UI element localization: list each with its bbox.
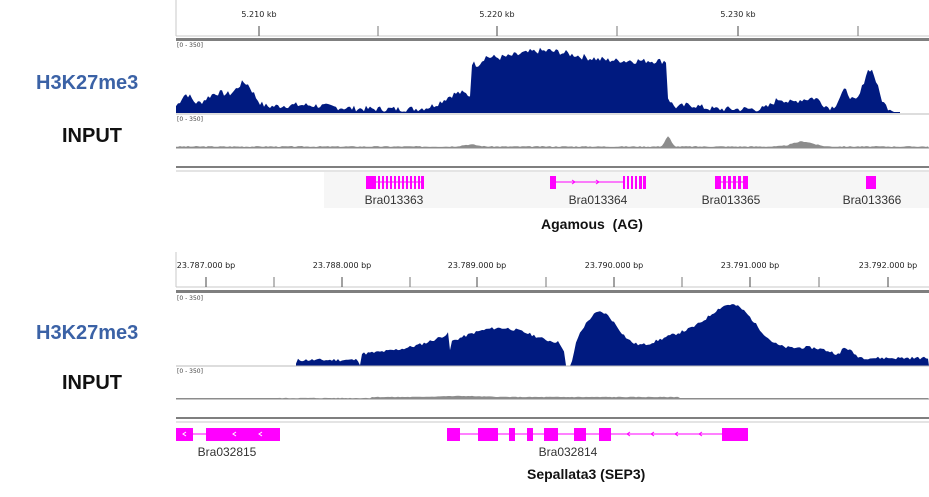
ruler-tick-label: 5.220 kb xyxy=(479,10,514,19)
ruler-tick-label: 23.792.000 bp xyxy=(859,261,918,270)
input-signal xyxy=(176,136,929,148)
gene-bra032814[interactable] xyxy=(447,428,748,441)
h3k27me3-signal xyxy=(176,47,900,113)
track-range-h3k27me3: [0 - 350] xyxy=(177,295,203,302)
gene-bra032815[interactable] xyxy=(176,428,280,441)
gene-bra013364[interactable] xyxy=(550,176,646,189)
gene-bra013365[interactable] xyxy=(715,176,748,189)
track-label-input: INPUT xyxy=(62,372,122,394)
gene-label: Bra013364 xyxy=(569,193,628,207)
ruler-tick-label: 23.791.000 bp xyxy=(721,261,780,270)
input-signal xyxy=(176,395,929,399)
track-label-h3k27me3: H3K27me3 xyxy=(36,322,139,344)
gene-track-separator xyxy=(176,166,929,168)
h3k27me3-signal xyxy=(296,304,929,366)
gene-label: Bra013365 xyxy=(702,193,761,207)
gene-label: Bra032815 xyxy=(198,445,257,459)
ruler-tick-label: 5.230 kb xyxy=(720,10,755,19)
gene-track-separator xyxy=(176,417,929,419)
ruler-tick-label: 5.210 kb xyxy=(241,10,276,19)
track-label-input: INPUT xyxy=(62,125,122,147)
ruler-separator xyxy=(176,38,929,41)
gene-label: Bra032814 xyxy=(539,445,598,459)
gene-label: Bra013363 xyxy=(365,193,424,207)
ruler-tick-label: 23.787.000 bp xyxy=(177,261,236,270)
track-label-h3k27me3: H3K27me3 xyxy=(36,72,139,94)
ruler-tick-label: 23.789.000 bp xyxy=(448,261,507,270)
ruler-separator xyxy=(176,290,929,293)
track-range-input: [0 - 350] xyxy=(177,116,203,123)
locus-panel-agamous: 5.210 kb 5.220 kb 5.230 kb [0 - 350] [0 - … xyxy=(0,0,929,240)
ruler-ticks: 23.787.000 bp 23.788.000 bp 23.789.000 bp 2… xyxy=(177,261,918,287)
locus-title: Agamous (AG) xyxy=(541,216,643,232)
track-range-h3k27me3: [0 - 350] xyxy=(177,42,203,49)
track-range-input: [0 - 350] xyxy=(177,368,203,375)
locus-title: Sepallata3 (SEP3) xyxy=(527,466,646,482)
ruler-tick-label: 23.788.000 bp xyxy=(313,261,372,270)
gene-bra013363[interactable] xyxy=(366,176,424,189)
ruler-ticks: 5.210 kb 5.220 kb 5.230 kb xyxy=(241,10,859,36)
gene-bra013366[interactable] xyxy=(866,176,876,189)
gene-label: Bra013366 xyxy=(843,193,902,207)
ruler-tick-label: 23.790.000 bp xyxy=(585,261,644,270)
gene-track-background xyxy=(324,172,929,208)
igv-view-agamous: 5.210 kb 5.220 kb 5.230 kb [0 - 350] [0 - … xyxy=(175,0,929,208)
